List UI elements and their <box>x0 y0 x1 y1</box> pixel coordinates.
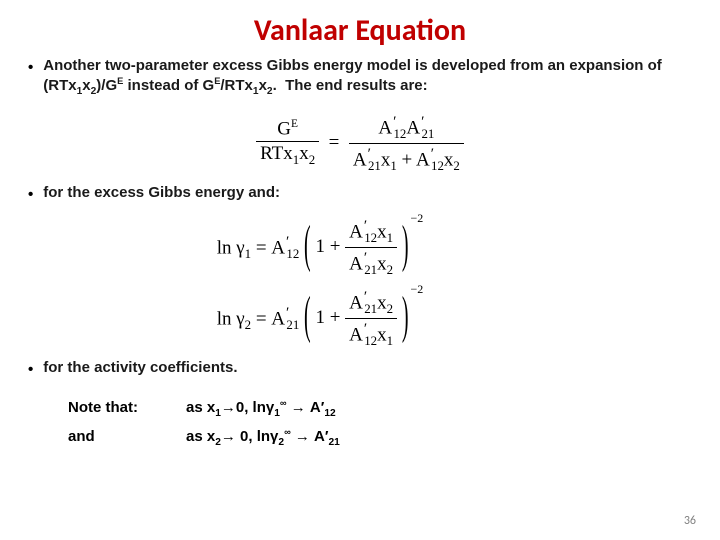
bullet-icon: • <box>28 359 33 386</box>
equation-2: ln γ1 = A′12 ( 1 + A′12x1 A′21x2 )−2 <box>28 217 692 278</box>
intro-paragraph: • Another two-parameter excess Gibbs ene… <box>28 57 692 107</box>
mid-text-1: • for the excess Gibbs energy and: <box>28 184 692 211</box>
page-title: Vanlaar Equation <box>28 12 692 49</box>
slide-content: Vanlaar Equation • Another two-parameter… <box>0 0 720 540</box>
page-number: 36 <box>684 514 696 528</box>
note-2: and as x2→ 0, lnγ2∞ → A′21 <box>68 427 692 448</box>
bullet-icon: • <box>28 184 33 211</box>
bullet-icon: • <box>28 57 33 107</box>
equation-1: GE RTx1x2 = A′12A′21 A′21x1 + A′12x2 <box>28 113 692 174</box>
equation-3: ln γ2 = A′21 ( 1 + A′21x2 A′12x1 )−2 <box>28 288 692 349</box>
mid-text-2: • for the activity coefficients. <box>28 359 692 386</box>
note-1: Note that: as x1→0, lnγ1∞ → A′12 <box>68 398 692 419</box>
